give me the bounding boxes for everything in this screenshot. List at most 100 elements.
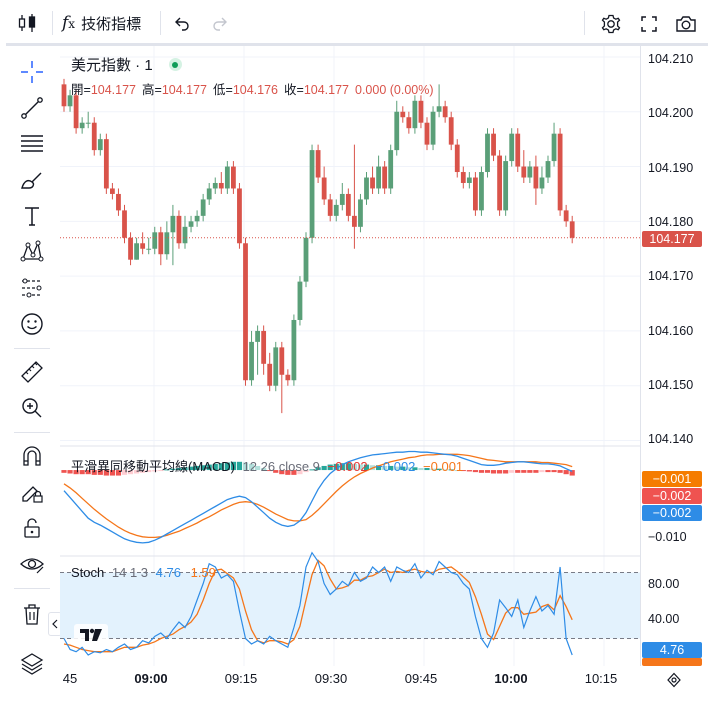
- candle: [110, 182, 115, 200]
- crosshair-tool[interactable]: [16, 56, 48, 88]
- candle-body: [152, 232, 158, 249]
- symbol-name[interactable]: 美元指數 · 1: [71, 57, 153, 74]
- macd-histogram-bar: [315, 467, 321, 471]
- time-tick: 10:00: [494, 671, 528, 686]
- text-tool[interactable]: [16, 200, 48, 232]
- magnet-tool[interactable]: [16, 440, 48, 472]
- macd-legend[interactable]: 平滑異同移動平均線(MACD) 12 26 close 9 −0.002 −0.…: [71, 456, 463, 475]
- redo-button[interactable]: [208, 11, 232, 35]
- unlock-icon: [24, 518, 40, 538]
- macd-histogram-bar: [418, 468, 424, 471]
- candle: [563, 204, 569, 227]
- price-tick: 104.140: [648, 432, 694, 446]
- stoch-d-line: [63, 559, 573, 653]
- candle: [97, 133, 103, 156]
- change-value: 0.000 (0.00%): [355, 83, 434, 97]
- candle: [352, 144, 357, 249]
- macd-histogram-bar: [357, 464, 364, 471]
- macd-histogram-bar: [454, 470, 460, 472]
- candle: [182, 215, 188, 249]
- candle: [249, 330, 254, 386]
- candle: [164, 221, 170, 260]
- zoom-in-tool[interactable]: [16, 392, 48, 424]
- price-pane: [60, 78, 640, 414]
- high-label: 高=: [142, 83, 162, 97]
- macd-histogram-bar: [400, 466, 406, 471]
- candle-body: [358, 199, 363, 227]
- macd-histogram-bar: [388, 465, 394, 471]
- candle: [400, 106, 406, 123]
- pattern-tool[interactable]: [16, 236, 48, 268]
- horizontal-lines-tool[interactable]: [16, 128, 48, 160]
- macd-histogram-bar: [61, 470, 67, 473]
- macd-histogram-bar: [158, 470, 164, 472]
- candle-body: [364, 177, 369, 200]
- candle-body: [466, 177, 472, 183]
- magnet-icon: [23, 446, 41, 466]
- macd-histogram-bar: [551, 470, 557, 473]
- price-tick: 104.200: [648, 106, 694, 120]
- hide-drawings-tool[interactable]: [16, 548, 48, 580]
- candle-body: [212, 182, 218, 189]
- chart-pane[interactable]: [60, 46, 640, 666]
- candle-body: [261, 330, 267, 364]
- macd-name: 平滑異同移動平均線(MACD): [71, 459, 235, 474]
- time-tick: 09:45: [404, 671, 438, 686]
- candle: [412, 95, 418, 134]
- macd-histogram-bar: [321, 465, 327, 471]
- undo-button[interactable]: [170, 11, 194, 35]
- macd-histogram-bar: [472, 470, 478, 473]
- candle-body: [412, 100, 418, 129]
- object-tree-tool[interactable]: [16, 648, 48, 680]
- candle: [67, 89, 73, 112]
- macd-histogram-bar: [497, 470, 503, 474]
- candle-body: [473, 177, 478, 211]
- candle: [333, 199, 339, 222]
- forecast-tool[interactable]: [16, 272, 48, 304]
- ruler-tool[interactable]: [16, 356, 48, 388]
- candlestick-icon: [18, 14, 36, 32]
- stay-in-drawing-mode-tool[interactable]: [16, 476, 48, 508]
- emoji-tool[interactable]: [16, 308, 48, 340]
- fullscreen-button[interactable]: [636, 11, 662, 37]
- brush-tool[interactable]: [16, 164, 48, 196]
- lock-drawings-tool[interactable]: [16, 512, 48, 544]
- price-scale[interactable]: [640, 46, 714, 666]
- forecast-icon: [22, 278, 42, 298]
- candle: [503, 155, 509, 216]
- trend-line-tool[interactable]: [16, 92, 48, 124]
- smiley-icon: [21, 313, 43, 335]
- candles-chart-type-button[interactable]: [14, 10, 40, 36]
- candle: [539, 166, 545, 194]
- candle-body: [291, 319, 297, 381]
- candle: [521, 150, 527, 183]
- chevron-left-icon: [52, 619, 58, 629]
- macd-histogram-bar: [146, 470, 152, 473]
- auto-scale-button[interactable]: [664, 670, 684, 690]
- settings-button[interactable]: [598, 11, 624, 37]
- candle-body: [394, 111, 400, 151]
- candle: [297, 276, 303, 326]
- indicators-button[interactable]: fx 技術指標: [62, 10, 141, 36]
- macd-histogram-bar: [85, 470, 91, 475]
- macd-histogram-bar: [152, 470, 158, 472]
- candle: [243, 237, 248, 386]
- candle-body: [206, 188, 212, 200]
- candle: [442, 100, 448, 123]
- candle-body: [418, 100, 424, 123]
- symbol-legend: 美元指數 · 1: [71, 54, 182, 75]
- candle-body: [400, 111, 406, 118]
- macd-histogram-bar: [436, 468, 442, 471]
- screenshot-button[interactable]: [673, 11, 699, 37]
- macd-histogram-bar: [460, 470, 466, 472]
- candle: [237, 182, 242, 249]
- macd-histogram-bar: [121, 470, 128, 475]
- candle: [569, 215, 575, 244]
- remove-drawings-tool[interactable]: [16, 598, 48, 630]
- macd-histogram-bar: [188, 466, 194, 471]
- candle: [194, 210, 200, 227]
- candle: [140, 232, 146, 255]
- last-price-badge: 104.177: [642, 231, 702, 247]
- toolbar-divider: [14, 432, 50, 433]
- stoch-legend[interactable]: Stoch 14 1 3 4.76 1.59: [71, 565, 216, 580]
